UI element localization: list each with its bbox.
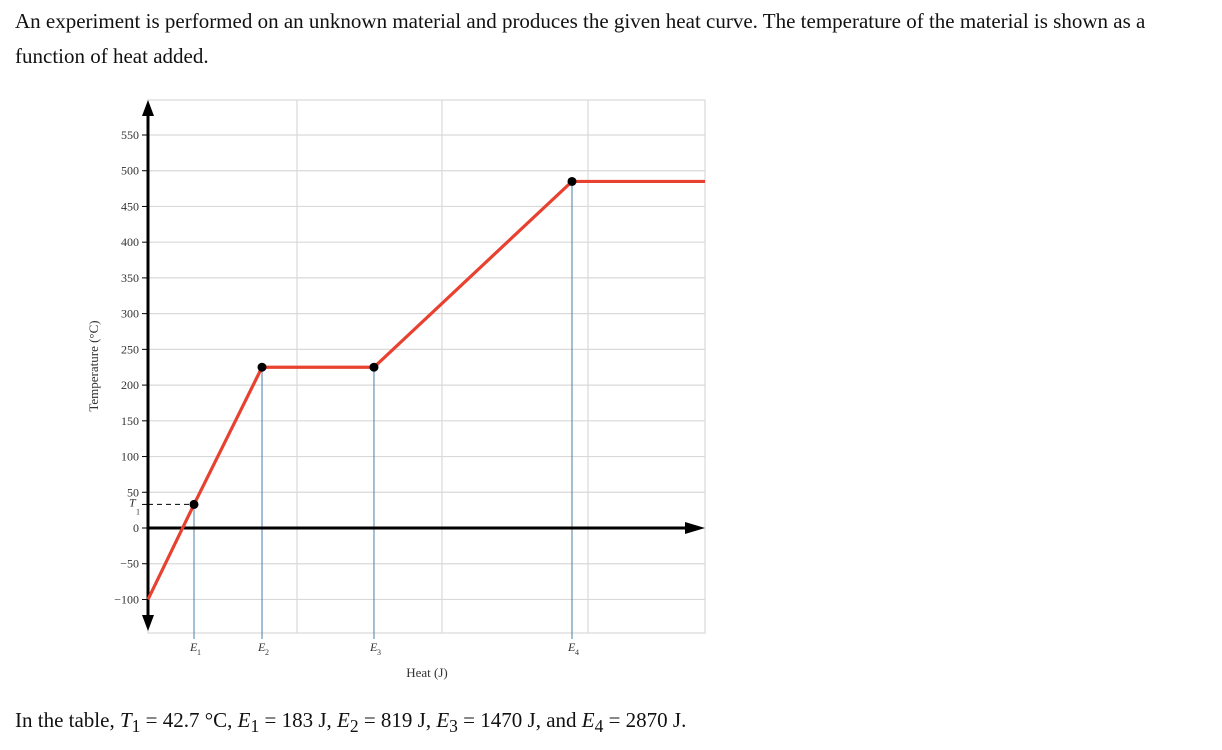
given-values: In the table, T1 = 42.7 °C, E1 = 183 J, … xyxy=(15,708,686,737)
y-tick-label: 100 xyxy=(121,450,139,464)
y-tick-label: 250 xyxy=(121,342,139,356)
x-axis-label: Heat (J) xyxy=(406,665,448,680)
y-tick-label: 50 xyxy=(127,485,139,499)
y-tick-label: −50 xyxy=(120,557,139,571)
x-marker-sub: 3 xyxy=(377,648,381,657)
data-point xyxy=(257,362,267,372)
footer-prefix: In the table, xyxy=(15,708,120,732)
given-value: E3 = 1470 J, and xyxy=(436,708,582,737)
x-marker-sub: 1 xyxy=(197,648,201,657)
y-tick-label: 150 xyxy=(121,414,139,428)
y-tick-label: 500 xyxy=(121,164,139,178)
given-value: E4 = 2870 J. xyxy=(581,708,687,737)
x-marker-label: E xyxy=(369,640,378,654)
t1-label: T xyxy=(129,495,137,509)
x-marker-label: E xyxy=(189,640,198,654)
data-point xyxy=(369,362,379,372)
y-tick-label: 350 xyxy=(121,271,139,285)
y-tick-label: 0 xyxy=(133,521,139,535)
y-tick-label: 450 xyxy=(121,199,139,213)
y-tick-label: 200 xyxy=(121,378,139,392)
x-marker-sub: 2 xyxy=(265,648,269,657)
x-axis-arrow xyxy=(685,522,705,534)
given-value: E2 = 819 J, xyxy=(337,708,437,737)
given-value: T1 = 42.7 °C, xyxy=(119,708,238,737)
heat-curve-line xyxy=(146,179,705,601)
x-marker-sub: 4 xyxy=(575,648,579,657)
given-value: E1 = 183 J, xyxy=(237,708,337,737)
y-axis-arrow-down xyxy=(142,615,154,631)
y-tick-label: −100 xyxy=(114,592,139,606)
t1-sub: 1 xyxy=(136,507,140,516)
y-tick-label: 400 xyxy=(121,235,139,249)
y-axis-label: Temperature (°C) xyxy=(86,320,101,411)
question-text: An experiment is performed on an unknown… xyxy=(15,9,1146,68)
data-point xyxy=(189,499,199,509)
x-marker-label: E xyxy=(257,640,266,654)
x-marker-label: E xyxy=(567,640,576,654)
y-tick-label: 300 xyxy=(121,307,139,321)
y-axis-arrow-up xyxy=(142,100,154,116)
y-tick-label: 550 xyxy=(121,128,139,142)
data-point xyxy=(567,176,577,186)
heat-curve-chart: −100 −50 0 50 100 150 200 250 300 350 400 450 500 550… xyxy=(86,99,706,680)
